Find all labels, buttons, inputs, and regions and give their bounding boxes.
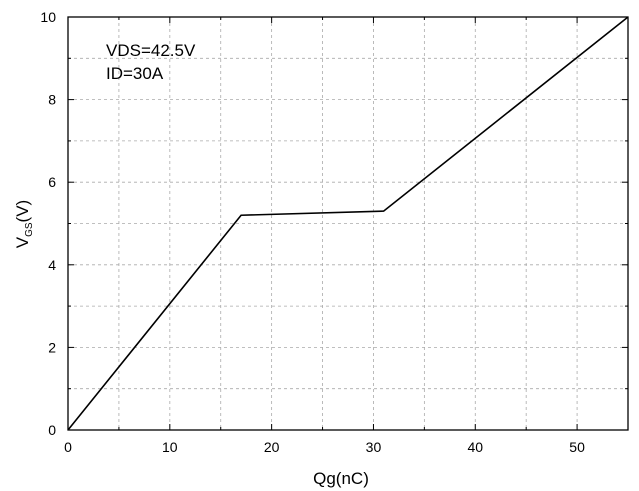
series-group [67,16,629,431]
x-tick-label: 50 [569,439,585,455]
y-tick-label: 2 [48,339,56,355]
grid-lines [68,17,628,430]
y-tick-label: 6 [48,174,56,190]
y-tick-label: 10 [40,9,56,25]
y-tick-labels: 0 2 4 6 8 10 [40,9,56,438]
y-axis-label-sub: GS [24,222,35,237]
x-tick-labels: 0 10 20 30 40 50 [64,439,585,455]
y-axis-label-suffix: (V) [13,200,32,223]
x-tick-label: 10 [162,439,178,455]
y-tick-label: 0 [48,422,56,438]
series-line [67,16,629,431]
x-tick-label: 40 [467,439,483,455]
y-axis-label-main: V [13,236,32,248]
x-axis-label: Qg(nC) [313,469,369,488]
y-tick-label: 8 [48,92,56,108]
axis-ticks [67,16,629,431]
annotation-id: ID=30A [106,64,164,83]
x-tick-label: 20 [264,439,280,455]
y-tick-label: 4 [48,257,56,273]
annotation-vds: VDS=42.5V [106,41,196,60]
y-axis-label: VGS(V) [13,200,35,248]
x-tick-label: 0 [64,439,72,455]
x-tick-label: 30 [366,439,382,455]
